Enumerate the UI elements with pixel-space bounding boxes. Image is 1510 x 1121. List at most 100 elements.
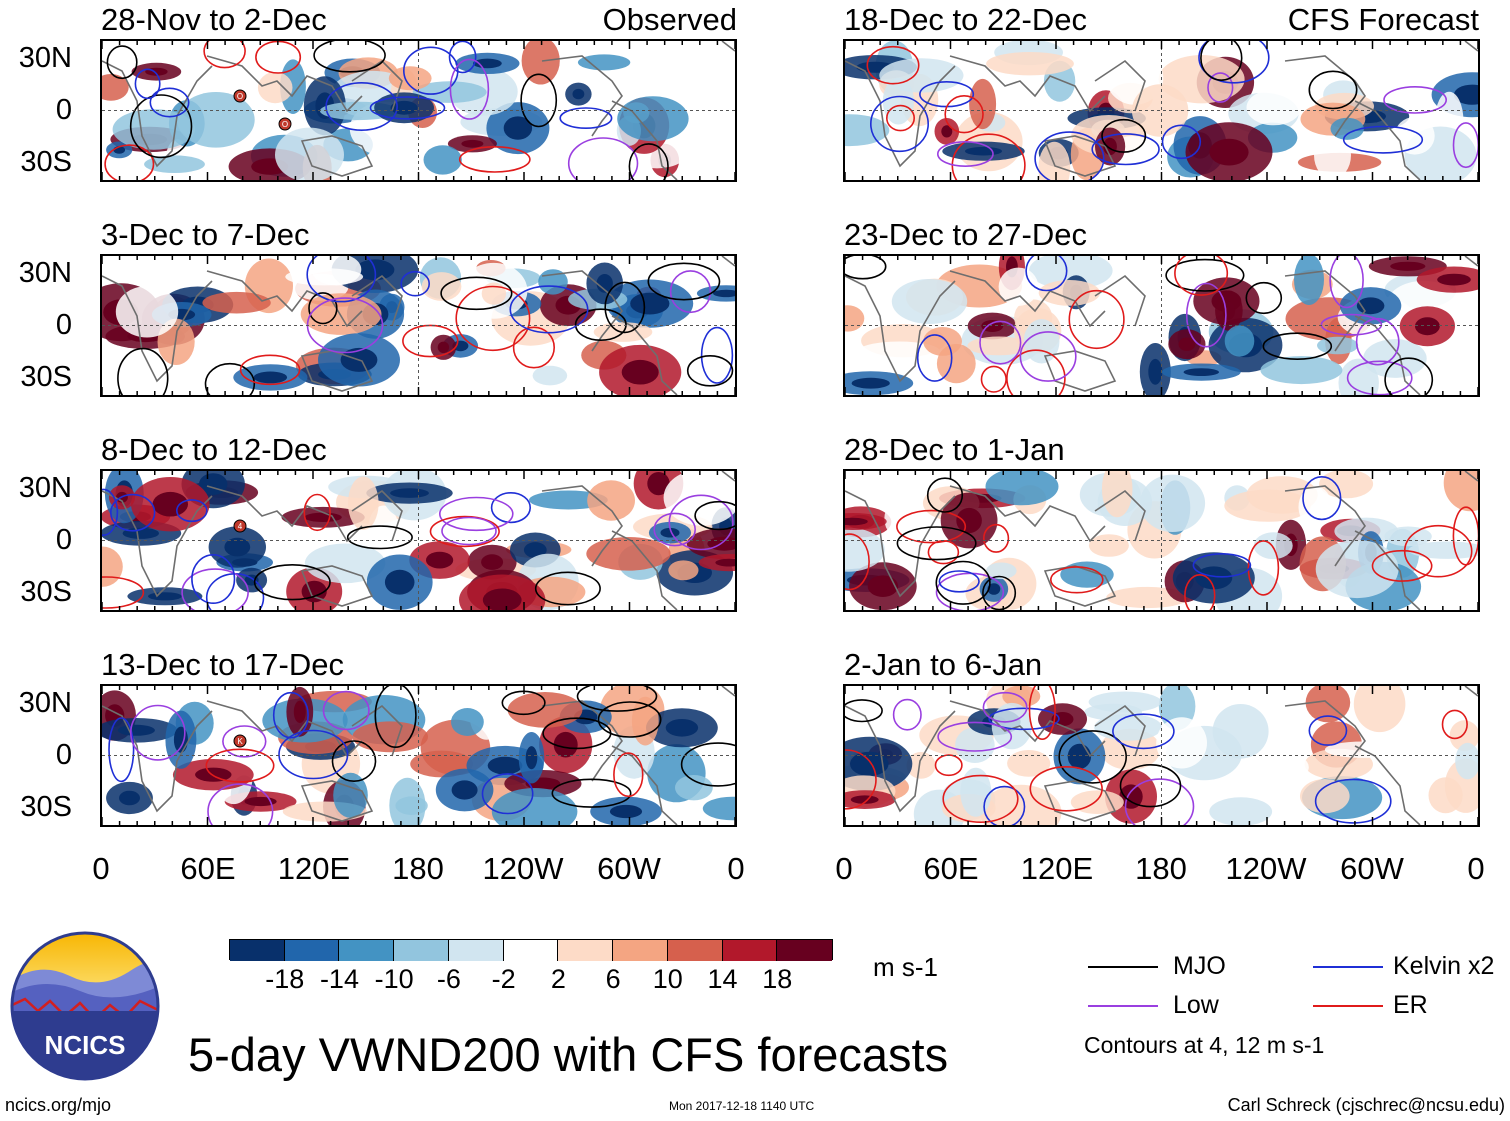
anomaly-core: [224, 537, 251, 557]
colorbar-label: 6: [605, 964, 621, 994]
legend-low-line: [1088, 1005, 1158, 1007]
wave-contour: [1124, 778, 1195, 825]
coastline: [1043, 135, 1117, 177]
wave-contour: [1112, 713, 1175, 750]
wave-contour: [1029, 766, 1103, 812]
anomaly-map: [845, 41, 1478, 180]
anomaly-map: K: [102, 686, 735, 825]
wave-contour: [325, 81, 398, 132]
wave-contour: [1119, 763, 1182, 808]
wave-contour: [979, 320, 1022, 365]
anomaly-blob: [115, 286, 179, 338]
wave-contour: [1383, 86, 1448, 114]
anomaly-core: [630, 292, 670, 315]
coastline: [206, 55, 363, 113]
wave-contour: [110, 493, 156, 532]
wave-contour: [374, 686, 417, 748]
anomaly-blob: [352, 721, 428, 753]
anomaly-blob: [1088, 534, 1129, 557]
wave-contour: [191, 554, 236, 605]
anomaly-blob: [858, 341, 940, 360]
wave-contour: [322, 690, 370, 731]
lon-label: 120E: [1020, 851, 1094, 886]
coastline: [300, 565, 374, 607]
wave-contour: [1034, 131, 1105, 180]
anomaly-blob: [587, 480, 635, 521]
wave-contour: [680, 742, 735, 787]
tropical-cyclone-label: O: [282, 120, 288, 129]
wave-contour: [1342, 125, 1424, 154]
anomaly-blob: [1038, 141, 1071, 180]
anomaly-blob: [102, 74, 129, 101]
wave-contour: [1068, 289, 1125, 350]
wave-contour: [574, 308, 627, 341]
anomaly-core: [850, 795, 879, 804]
anomaly-blob: [1224, 489, 1311, 522]
wave-contour: [455, 285, 531, 352]
lat-label: 30N: [18, 257, 72, 289]
anomaly-core: [482, 588, 522, 610]
coastline: [1354, 100, 1421, 180]
anomaly-core: [253, 371, 288, 384]
anomaly-blob: [986, 52, 1074, 76]
anomaly-core: [119, 790, 140, 806]
anomaly-blob: [1443, 471, 1478, 512]
lat-label: 0: [55, 94, 72, 126]
wave-contour: [512, 326, 556, 369]
wave-contour: [534, 571, 601, 606]
anomaly-core: [1390, 261, 1426, 271]
wave-contour: [916, 334, 953, 382]
anomaly-blob: [882, 77, 914, 125]
anomaly-blob: [906, 752, 936, 779]
anomaly-map: 4: [102, 471, 735, 610]
observed-label: Observed: [602, 2, 737, 37]
lon-label: 180: [1135, 851, 1187, 886]
anomaly-core: [553, 731, 578, 758]
lon-label: 60E: [923, 851, 979, 886]
wave-contour: [1198, 41, 1270, 84]
colorbar-swatch: [558, 940, 614, 961]
coastline: [541, 270, 623, 352]
anomaly-blob: [1094, 714, 1162, 741]
wave-contour: [937, 141, 994, 168]
anomaly-blob: [1070, 790, 1124, 814]
anomaly-blob: [1334, 517, 1399, 545]
panel-title: 28-Nov to 2-Dec: [101, 2, 327, 37]
wave-contour: [1161, 124, 1202, 160]
lon-label: 0: [835, 851, 853, 886]
anomaly-blob: [1315, 539, 1399, 599]
map-panel-obs-2: [100, 254, 737, 397]
wave-contour: [613, 752, 644, 798]
anomaly-core: [390, 488, 429, 498]
anomaly-blob: [112, 109, 195, 150]
anomaly-blob: [423, 145, 462, 175]
coastline: [102, 705, 213, 813]
anomaly-blob: [617, 96, 689, 142]
coastline: [351, 704, 403, 757]
lat-label: 30N: [18, 42, 72, 74]
anomaly-blob: [1455, 742, 1478, 780]
wave-contour: [1101, 118, 1147, 153]
anomaly-blob: [1101, 471, 1133, 518]
wave-contour: [308, 292, 338, 325]
footer-url[interactable]: ncics.org/mjo: [5, 1095, 112, 1115]
wave-contour: [1028, 686, 1056, 740]
anomaly-blob: [991, 702, 1032, 750]
wave-contour: [938, 570, 980, 593]
anomaly-blob: [702, 796, 735, 821]
coastline: [300, 780, 374, 822]
anomaly-blob: [1384, 526, 1432, 547]
wave-contour: [1384, 357, 1434, 395]
anomaly-blob: [481, 282, 507, 305]
wave-contour: [278, 729, 349, 780]
colorbar-swatch: [394, 940, 449, 961]
anomaly-core: [1183, 368, 1219, 376]
anomaly-blob: [1330, 117, 1364, 140]
wave-contour: [1185, 282, 1227, 348]
anomaly-core: [965, 146, 1002, 156]
lon-label: 120W: [1225, 851, 1307, 886]
anomaly-blob: [202, 291, 271, 314]
lat-label: 0: [55, 739, 72, 771]
wave-contour: [509, 285, 589, 334]
wave-contour: [694, 500, 735, 531]
